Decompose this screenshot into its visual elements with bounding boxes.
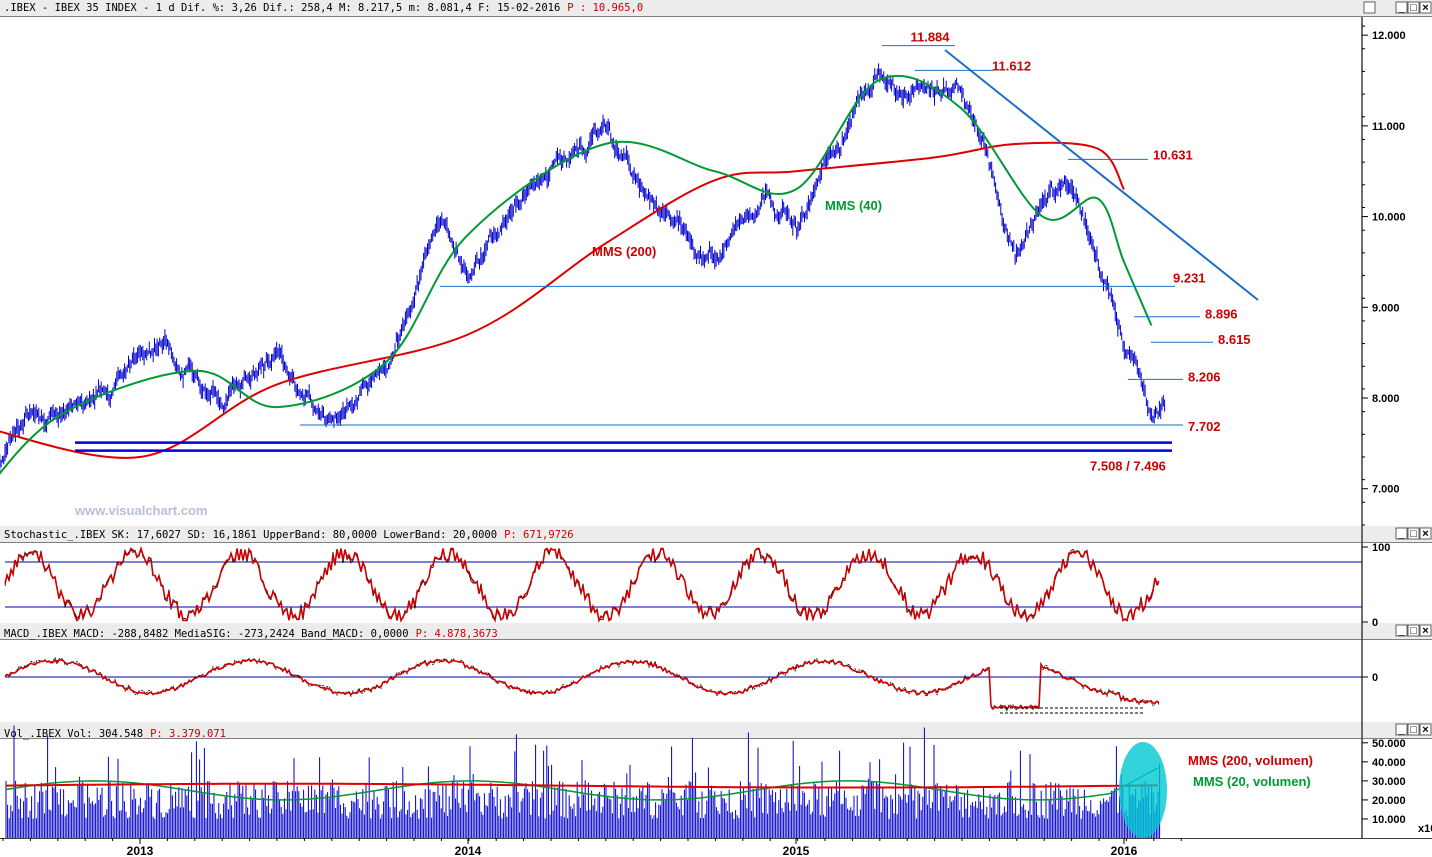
- main-chart-header: .IBEX - IBEX 35 INDEX - 1 d Dif. %: 3,26…: [4, 2, 560, 14]
- mms200-label: MMS (200): [592, 244, 656, 259]
- minimize-icon: _: [1397, 2, 1405, 14]
- level-9231-label: 9.231: [1173, 270, 1206, 285]
- minimize-icon: _: [1397, 724, 1405, 736]
- stochastic-header: Stochastic_.IBEX SK: 17,6027 SD: 16,1861…: [4, 529, 497, 541]
- minimize-icon: _: [1397, 528, 1405, 540]
- level-8615-label: 8.615: [1218, 332, 1251, 347]
- price-tick-label: 10.000: [1372, 212, 1406, 224]
- stochastic-sk-line: [4, 545, 1160, 624]
- time-tick-label: 2014: [455, 844, 482, 857]
- level-8896-label: 8.896: [1205, 307, 1238, 322]
- minimize-button[interactable]: [1395, 1, 1408, 14]
- volume-mms200-legend: MMS (200, volumen): [1188, 753, 1313, 768]
- volume-header: Vol_.IBEX Vol: 304.548: [4, 728, 143, 740]
- close-icon: ×: [1422, 528, 1428, 540]
- bearish-trendline: [944, 49, 1259, 301]
- minimize-button[interactable]: [1395, 527, 1408, 540]
- main-chart-period-value: P : 10.965,0: [567, 2, 643, 14]
- restore-icon: □: [1410, 724, 1417, 736]
- minimize-icon: _: [1397, 625, 1405, 637]
- volume-tick-label: 10.000: [1372, 814, 1406, 826]
- price-tick-label: 7.000: [1372, 484, 1400, 496]
- panel-header-bar: [0, 0, 1432, 17]
- level-8206-label: 8.206: [1188, 369, 1221, 384]
- volume-tick-label: 30.000: [1372, 776, 1406, 788]
- volume-period-value: P: 3.379.071: [150, 728, 226, 740]
- close-button[interactable]: [1419, 527, 1432, 540]
- volume-multiplier-label: x10: [1418, 823, 1432, 835]
- close-icon: ×: [1422, 2, 1428, 14]
- macd-line: [4, 658, 1160, 711]
- time-tick-label: 2013: [127, 844, 154, 857]
- restore-icon: □: [1410, 528, 1417, 540]
- macd-signal-line: [4, 656, 1160, 712]
- price-tick-label: 8.000: [1372, 393, 1400, 405]
- price-tick-label: 12.000: [1372, 30, 1406, 42]
- watermark: www.visualchart.com: [74, 503, 207, 518]
- volume-mms200-line: [5, 782, 1158, 789]
- mms40-line: [0, 74, 1153, 475]
- restore-button[interactable]: [1407, 1, 1420, 14]
- volume-highlight-ellipse: [1119, 742, 1167, 838]
- restore-icon: □: [1410, 625, 1417, 637]
- restore-button[interactable]: [1407, 624, 1420, 637]
- close-button[interactable]: [1419, 624, 1432, 637]
- volume-tick-label: 50.000: [1372, 738, 1406, 750]
- close-button[interactable]: [1419, 1, 1432, 14]
- level-7702-label: 7.702: [1188, 419, 1221, 434]
- stochastic-period-value: P: 671,9726: [504, 529, 574, 541]
- close-icon: ×: [1422, 724, 1428, 736]
- time-tick-label: 2016: [1111, 844, 1138, 857]
- volume-mms20-line: [5, 767, 1159, 801]
- level-11612-label: 11.612: [992, 58, 1031, 73]
- mms200-line: [0, 141, 1125, 459]
- level-11884-label: 11.884: [910, 30, 950, 45]
- price-tick-label: 11.000: [1372, 121, 1405, 133]
- volume-mms20-legend: MMS (20, volumen): [1193, 774, 1311, 789]
- volume-bars: [5, 725, 1161, 838]
- level-10631-label: 10.631: [1153, 147, 1193, 162]
- stochastic-tick-label: 100: [1372, 542, 1390, 554]
- restore-button[interactable]: [1407, 723, 1420, 736]
- volume-tick-label: 40.000: [1372, 757, 1406, 769]
- close-icon: ×: [1422, 625, 1428, 637]
- macd-tick-label: 0: [1372, 672, 1378, 684]
- scroll-up-button[interactable]: [1363, 1, 1376, 14]
- support-level-label: 7.508 / 7.496: [1090, 459, 1166, 474]
- price-series-bars: [0, 63, 1166, 473]
- minimize-button[interactable]: [1395, 624, 1408, 637]
- restore-button[interactable]: [1407, 527, 1420, 540]
- minimize-button[interactable]: [1395, 723, 1408, 736]
- mms40-label: MMS (40): [825, 198, 882, 213]
- price-tick-label: 9.000: [1372, 302, 1400, 314]
- macd-header: MACD_.IBEX MACD: -288,8482 MediaSIG: -27…: [4, 628, 409, 640]
- panel-header-bar: [0, 526, 1432, 543]
- stochastic-tick-label: 0: [1372, 617, 1378, 629]
- restore-icon: □: [1410, 2, 1417, 14]
- panel-header-bar: [0, 722, 1432, 739]
- macd-period-value: P: 4.878,3673: [416, 628, 498, 640]
- volume-tick-label: 20.000: [1372, 795, 1406, 807]
- close-button[interactable]: [1419, 723, 1432, 736]
- time-tick-label: 2015: [783, 844, 810, 857]
- panel-header-bar: [0, 623, 1432, 640]
